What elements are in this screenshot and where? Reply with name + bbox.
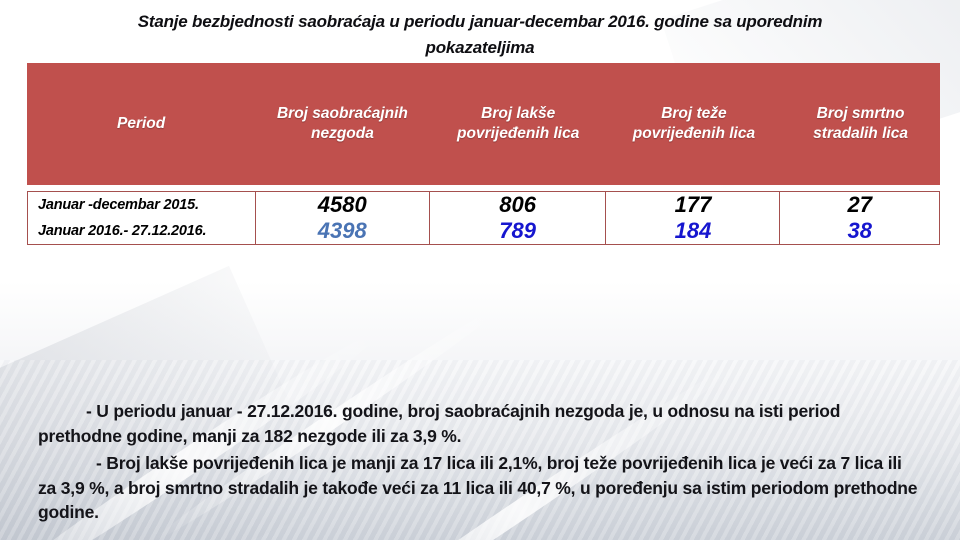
summary-paragraph-1: - U periodu januar - 27.12.2016. godine,…: [38, 401, 841, 446]
summary-paragraph-2: - Broj lakše povrijeđenih lica je manji …: [38, 452, 918, 523]
slide-title-line1: Stanje bezbjednosti saobraćaja u periodu…: [137, 12, 823, 31]
table-row-2016-light-injuries: 789: [430, 218, 607, 244]
table-row-2015-fatalities: 27: [847, 192, 872, 217]
table-row-2016-period: Januar 2016.- 27.12.2016.: [28, 218, 256, 244]
table-row-2016-severe-injuries: 184: [606, 218, 781, 244]
table-row-2016-fatalities: 38: [847, 218, 872, 243]
table-row-2015-severe-injuries: 177: [606, 192, 781, 218]
table-header-row: Period Broj saobraćajnih nezgoda Broj la…: [27, 63, 940, 185]
header-cell-accidents: Broj saobraćajnih nezgoda: [276, 104, 408, 142]
table-row-2015-period: Januar -decembar 2015.: [28, 192, 256, 218]
slide-title-line2: pokazateljima: [425, 38, 535, 58]
summary-notes: - U periodu januar - 27.12.2016. godine,…: [38, 399, 922, 525]
header-cell-light-injuries: Broj lakše povrijeđenih lica: [457, 104, 580, 142]
table-row-2015-light-injuries: 806: [430, 192, 607, 218]
table-body: Januar -decembar 2015. 4580 806 177 27 J…: [27, 191, 940, 245]
stats-table: Period Broj saobraćajnih nezgoda Broj la…: [27, 63, 940, 245]
table-row-2016-accidents: 4398: [256, 218, 430, 244]
slide-title: Stanje bezbjednosti saobraćaja u periodu…: [0, 9, 960, 62]
header-cell-severe-injuries: Broj teže povrijeđenih lica: [632, 104, 756, 142]
table-row-2015-accidents: 4580: [256, 192, 430, 218]
header-cell-period: Period: [117, 114, 166, 132]
header-cell-fatalities: Broj smrtno stradalih lica: [813, 104, 908, 142]
